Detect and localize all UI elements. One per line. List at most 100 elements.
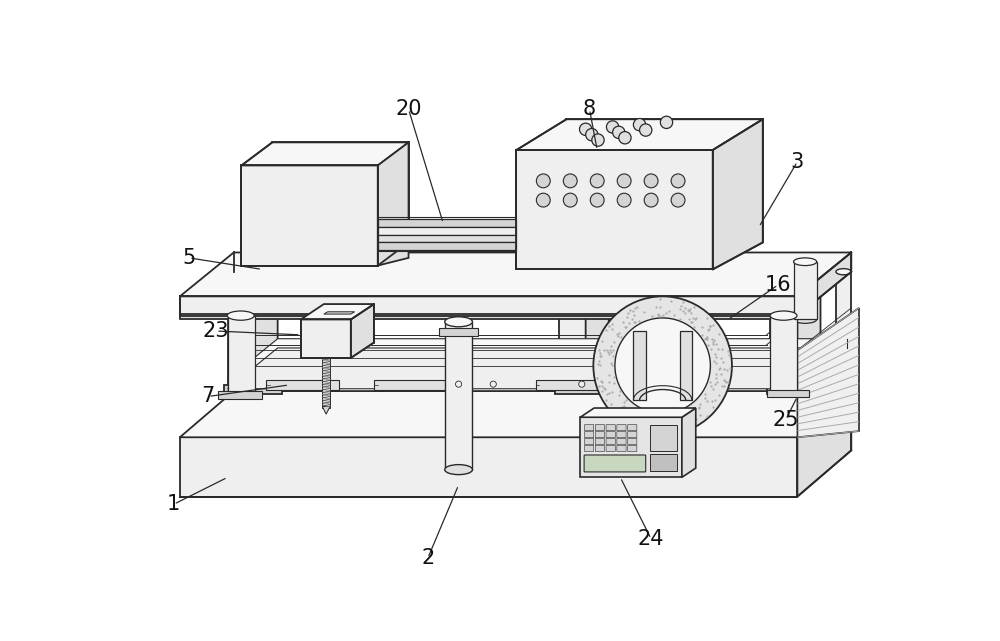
Text: 1: 1 <box>167 494 180 514</box>
Text: 24: 24 <box>638 529 664 549</box>
Circle shape <box>633 119 646 131</box>
Polygon shape <box>381 237 516 243</box>
FancyBboxPatch shape <box>606 431 615 438</box>
FancyBboxPatch shape <box>606 438 615 445</box>
Ellipse shape <box>770 387 797 395</box>
Circle shape <box>606 121 619 133</box>
Polygon shape <box>378 235 516 242</box>
Text: 25: 25 <box>773 410 799 429</box>
Polygon shape <box>241 142 409 165</box>
Text: 23: 23 <box>203 321 229 341</box>
Polygon shape <box>351 304 374 358</box>
Circle shape <box>590 174 604 188</box>
Circle shape <box>617 174 631 188</box>
Ellipse shape <box>445 465 472 474</box>
Polygon shape <box>794 262 817 319</box>
Ellipse shape <box>227 388 254 397</box>
Ellipse shape <box>794 258 817 265</box>
Polygon shape <box>770 315 797 391</box>
Polygon shape <box>797 253 851 315</box>
Polygon shape <box>266 380 339 390</box>
Polygon shape <box>633 331 646 401</box>
FancyBboxPatch shape <box>606 424 615 431</box>
Circle shape <box>640 124 652 136</box>
Circle shape <box>536 193 550 207</box>
Polygon shape <box>180 296 797 315</box>
Polygon shape <box>713 119 763 269</box>
Polygon shape <box>682 408 696 478</box>
Polygon shape <box>770 315 797 391</box>
Ellipse shape <box>836 269 851 275</box>
Polygon shape <box>378 227 516 235</box>
Polygon shape <box>228 315 255 391</box>
Polygon shape <box>180 437 797 497</box>
Ellipse shape <box>836 388 851 394</box>
Circle shape <box>590 193 604 207</box>
FancyBboxPatch shape <box>617 431 626 438</box>
Circle shape <box>644 174 658 188</box>
FancyBboxPatch shape <box>595 431 605 438</box>
Circle shape <box>613 126 625 138</box>
Polygon shape <box>378 142 409 265</box>
Polygon shape <box>324 312 355 314</box>
Polygon shape <box>797 391 851 497</box>
Polygon shape <box>836 272 851 391</box>
Polygon shape <box>580 417 682 478</box>
Ellipse shape <box>445 317 472 327</box>
Circle shape <box>536 174 550 188</box>
Polygon shape <box>218 391 262 399</box>
Polygon shape <box>224 385 282 394</box>
Polygon shape <box>379 229 514 235</box>
FancyBboxPatch shape <box>595 424 605 431</box>
FancyBboxPatch shape <box>595 438 605 445</box>
Text: 20: 20 <box>395 99 422 119</box>
Circle shape <box>617 193 631 207</box>
FancyBboxPatch shape <box>584 445 594 451</box>
FancyBboxPatch shape <box>617 424 626 431</box>
FancyBboxPatch shape <box>617 445 626 451</box>
Polygon shape <box>797 296 820 369</box>
Circle shape <box>579 381 585 387</box>
FancyBboxPatch shape <box>628 431 637 438</box>
Polygon shape <box>180 253 851 296</box>
Polygon shape <box>382 245 517 251</box>
Polygon shape <box>516 119 763 150</box>
Circle shape <box>586 128 598 141</box>
Polygon shape <box>378 222 512 228</box>
Polygon shape <box>255 296 278 369</box>
Circle shape <box>563 193 577 207</box>
Text: 7: 7 <box>202 387 215 406</box>
Polygon shape <box>301 304 374 319</box>
Polygon shape <box>559 315 586 391</box>
FancyBboxPatch shape <box>584 431 594 438</box>
Polygon shape <box>650 425 677 451</box>
Text: 2: 2 <box>421 548 434 568</box>
Ellipse shape <box>227 311 254 320</box>
Circle shape <box>617 381 623 387</box>
Polygon shape <box>580 408 696 417</box>
Text: 8: 8 <box>583 99 596 119</box>
Polygon shape <box>439 328 478 336</box>
Polygon shape <box>445 322 472 470</box>
Polygon shape <box>516 150 713 269</box>
Polygon shape <box>797 308 859 437</box>
Text: 5: 5 <box>182 248 196 268</box>
Circle shape <box>490 381 496 387</box>
Circle shape <box>593 296 732 435</box>
FancyBboxPatch shape <box>606 445 615 451</box>
FancyBboxPatch shape <box>584 424 594 431</box>
Polygon shape <box>536 380 609 390</box>
Polygon shape <box>374 380 447 390</box>
Circle shape <box>615 318 710 413</box>
FancyBboxPatch shape <box>617 438 626 445</box>
Polygon shape <box>241 165 378 265</box>
Circle shape <box>671 193 685 207</box>
Polygon shape <box>650 454 677 471</box>
Circle shape <box>579 123 592 135</box>
Text: 16: 16 <box>765 275 791 295</box>
Circle shape <box>660 116 673 128</box>
Ellipse shape <box>770 311 797 320</box>
Circle shape <box>671 174 685 188</box>
Polygon shape <box>586 296 609 369</box>
Ellipse shape <box>794 315 817 323</box>
